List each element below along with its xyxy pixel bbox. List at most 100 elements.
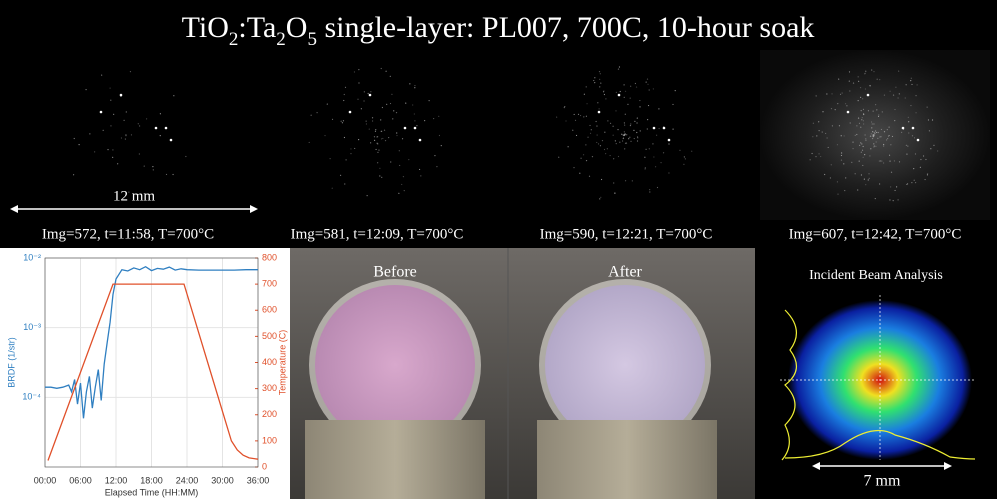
speckle xyxy=(915,112,916,113)
speckle xyxy=(811,153,812,154)
x-tick-label: 24:00 xyxy=(176,475,199,485)
speckle xyxy=(385,71,386,72)
speckle xyxy=(875,130,876,131)
speckle xyxy=(614,193,615,194)
speckle xyxy=(388,137,389,138)
speckle xyxy=(865,139,866,140)
speckle xyxy=(878,132,879,133)
x-tick-label: 36:00 xyxy=(247,475,270,485)
star xyxy=(902,127,905,130)
speckle xyxy=(377,143,378,144)
speckle xyxy=(110,100,111,101)
y-tick-label: 10⁻³ xyxy=(23,322,41,332)
speckle xyxy=(659,128,660,129)
speckle xyxy=(600,83,601,84)
speckle xyxy=(375,149,376,150)
star xyxy=(847,111,850,114)
speckle xyxy=(357,99,358,100)
speckle xyxy=(879,183,880,184)
speckle xyxy=(876,132,877,133)
speckle xyxy=(619,66,620,67)
speckle xyxy=(586,160,587,161)
speckle xyxy=(354,148,355,149)
speckle xyxy=(870,136,871,137)
speckle xyxy=(625,143,626,144)
frame-caption: Img=607, t=12:42, T=700°C xyxy=(789,226,962,242)
holder xyxy=(305,420,485,499)
speckle xyxy=(889,155,890,156)
speckle xyxy=(649,189,650,190)
speckle xyxy=(920,167,921,168)
speckle xyxy=(862,117,863,118)
speckle xyxy=(914,137,915,138)
speckle xyxy=(89,133,90,134)
speckle xyxy=(878,114,879,115)
speckle xyxy=(859,160,860,161)
photo-label: After xyxy=(608,264,642,281)
speckle xyxy=(846,105,847,106)
speckle xyxy=(441,145,442,146)
speckle xyxy=(434,155,435,156)
speckle xyxy=(906,84,907,85)
speckle xyxy=(869,155,870,156)
speckle xyxy=(594,82,595,83)
speckle xyxy=(857,189,858,190)
speckle xyxy=(841,155,842,156)
y2-tick-label: 700 xyxy=(262,279,277,289)
speckle xyxy=(889,160,890,161)
speckle xyxy=(327,103,328,104)
speckle xyxy=(660,162,661,163)
speckle xyxy=(874,132,875,133)
speckle xyxy=(625,180,626,181)
speckle xyxy=(876,141,877,142)
speckle xyxy=(910,80,911,81)
speckle xyxy=(345,87,346,88)
x-axis-label: Elapsed Time (HH:MM) xyxy=(105,487,199,497)
speckle xyxy=(568,146,569,147)
speckle xyxy=(839,125,840,126)
speckle xyxy=(637,140,638,141)
speckle xyxy=(396,112,397,113)
speckle xyxy=(311,115,312,116)
speckle xyxy=(146,118,147,119)
speckle xyxy=(928,119,929,120)
speckle xyxy=(886,139,887,140)
speckle xyxy=(890,144,891,145)
star xyxy=(867,94,870,97)
speckle xyxy=(607,148,608,149)
speckle xyxy=(393,110,394,111)
speckle xyxy=(436,166,437,167)
speckle xyxy=(583,116,584,117)
speckle xyxy=(374,140,375,141)
speckle xyxy=(826,93,827,94)
speckle xyxy=(73,174,74,175)
speckle xyxy=(636,86,637,87)
speckle xyxy=(849,90,850,91)
speckle xyxy=(684,156,685,157)
speckle xyxy=(603,91,604,92)
speckle xyxy=(927,106,928,107)
speckle xyxy=(864,179,865,180)
speckle xyxy=(818,121,819,122)
speckle xyxy=(872,134,873,135)
speckle xyxy=(598,143,599,144)
y-tick-label: 10⁻² xyxy=(23,252,41,262)
speckle xyxy=(343,100,344,101)
speckle xyxy=(894,109,895,110)
speckle xyxy=(580,158,581,159)
speckle xyxy=(332,188,333,189)
speckle xyxy=(843,163,844,164)
star xyxy=(100,111,103,114)
speckle xyxy=(675,90,676,91)
speckle xyxy=(624,125,625,126)
speckle xyxy=(578,114,579,115)
speckle xyxy=(345,159,346,160)
speckle xyxy=(616,143,617,144)
speckle xyxy=(604,132,605,133)
speckle xyxy=(906,145,907,146)
speckle xyxy=(832,125,833,126)
speckle xyxy=(849,81,850,82)
speckle xyxy=(112,157,113,158)
speckle xyxy=(607,120,608,121)
speckle xyxy=(399,150,400,151)
